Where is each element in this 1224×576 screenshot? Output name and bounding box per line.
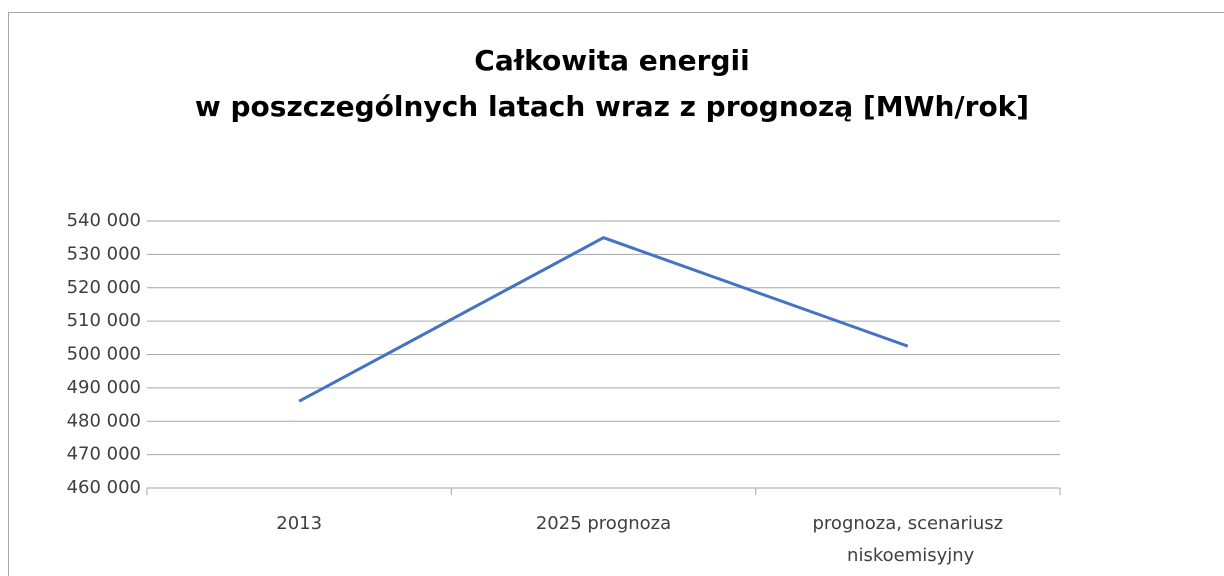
x-tick-label: 2025 prognoza [536, 513, 671, 534]
y-tick-label: 460 000 [67, 477, 141, 498]
x-tick-label: prognoza, scenariusz niskoemisyjny [813, 513, 1004, 566]
x-tick-label: 2013 [276, 513, 322, 534]
y-tick-label: 540 000 [67, 210, 141, 231]
y-tick-label: 500 000 [67, 344, 141, 365]
chart-title: Całkowita energii [474, 44, 749, 77]
y-tick-label: 480 000 [67, 410, 141, 431]
y-tick-label: 470 000 [67, 444, 141, 465]
y-tick-label: 520 000 [67, 277, 141, 298]
y-tick-label: 530 000 [67, 243, 141, 264]
y-tick-label: 490 000 [67, 377, 141, 398]
data-line [298, 236, 909, 403]
y-tick-label: 510 000 [67, 310, 141, 331]
chart-frame [8, 12, 1224, 576]
chart-title: w poszczególnych latach wraz z prognozą … [195, 90, 1029, 123]
